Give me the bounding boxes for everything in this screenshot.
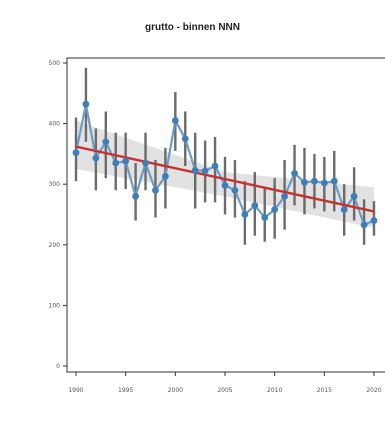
trend-line bbox=[75, 145, 375, 213]
data-point bbox=[320, 179, 328, 187]
data-point bbox=[122, 157, 130, 165]
data-point bbox=[301, 178, 308, 186]
data-point bbox=[231, 186, 239, 194]
y-tick-label: 400 bbox=[49, 121, 61, 128]
data-point bbox=[360, 221, 368, 229]
data-point bbox=[271, 206, 279, 214]
data-point bbox=[311, 177, 318, 185]
y-tick-label: 500 bbox=[49, 60, 61, 67]
data-point bbox=[340, 206, 348, 214]
data-point bbox=[132, 192, 140, 200]
data-point bbox=[152, 186, 159, 194]
data-point bbox=[102, 138, 110, 146]
data-point bbox=[291, 169, 298, 177]
data-point bbox=[92, 154, 100, 162]
x-tick-label: 2005 bbox=[217, 387, 232, 394]
data-point bbox=[221, 182, 229, 189]
data-point bbox=[211, 162, 219, 170]
x-tick-label: 2010 bbox=[267, 387, 282, 394]
x-tick-label: 2000 bbox=[168, 387, 183, 394]
data-point bbox=[191, 166, 199, 174]
data-point bbox=[171, 117, 179, 124]
data-point bbox=[251, 202, 259, 209]
x-tick-label: 1990 bbox=[68, 387, 83, 394]
y-tick-label: 100 bbox=[49, 302, 61, 309]
data-point bbox=[350, 192, 358, 200]
data-point bbox=[72, 149, 80, 157]
chart-title: grutto - binnen NNN bbox=[145, 22, 240, 33]
y-tick-label: 0 bbox=[56, 363, 60, 370]
data-point bbox=[142, 159, 149, 167]
x-tick-label: 2015 bbox=[317, 387, 332, 394]
data-point bbox=[201, 167, 209, 175]
plot-frame bbox=[66, 57, 385, 373]
data-point bbox=[330, 177, 338, 185]
data-point bbox=[82, 100, 90, 108]
x-tick-label: 1995 bbox=[118, 387, 133, 394]
y-tick-label: 300 bbox=[49, 181, 61, 188]
data-point bbox=[181, 135, 189, 143]
y-tick-label: 200 bbox=[49, 242, 61, 249]
data-point bbox=[112, 159, 120, 167]
data-point bbox=[281, 192, 288, 200]
data-point bbox=[241, 211, 249, 218]
x-tick-label: 2020 bbox=[366, 387, 381, 394]
data-point bbox=[162, 172, 169, 180]
data-point bbox=[261, 214, 269, 221]
data-point bbox=[370, 217, 378, 224]
